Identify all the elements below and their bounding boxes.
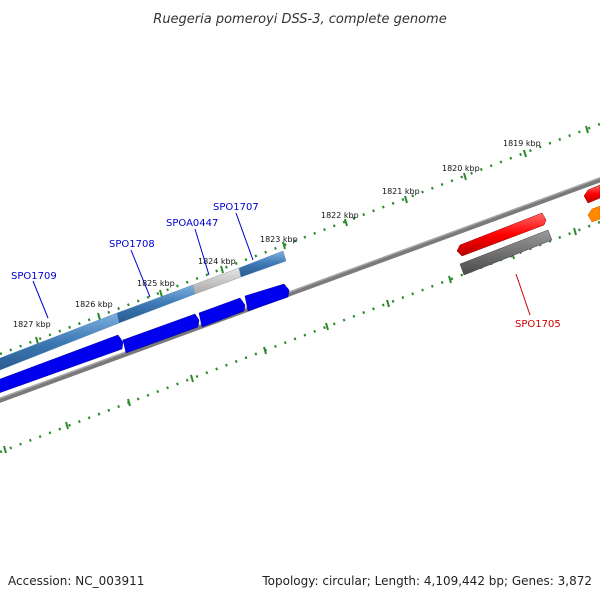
genome-backbone <box>0 177 600 403</box>
gene-label-spo1705[interactable]: SPO1705 <box>515 319 561 330</box>
tick-label: 1822 kbp <box>321 211 359 220</box>
cds-arrow[interactable] <box>122 313 200 354</box>
outer-major-ticks <box>35 125 589 345</box>
cds-arrow[interactable] <box>0 334 124 393</box>
tick-label: 1819 kbp <box>503 139 541 148</box>
highlight-features <box>456 184 600 276</box>
genome-backbone-highlight <box>0 177 600 399</box>
cds-arrow[interactable] <box>244 283 290 312</box>
outer-tick-ring <box>0 122 600 356</box>
cds-arrow-red-partial[interactable] <box>583 184 600 204</box>
cds-arrow-orange-partial[interactable] <box>587 205 600 223</box>
tick-label: 1823 kbp <box>260 235 298 244</box>
tick-label: 1826 kbp <box>75 300 113 309</box>
map-title: Ruegeria pomeroyi DSS-3, complete genome <box>153 12 446 27</box>
cog-bar-gray <box>459 229 553 276</box>
genome-summary-text: Topology: circular; Length: 4,109,442 bp… <box>262 574 592 588</box>
gene-label-spo1707[interactable]: SPO1707 <box>213 202 259 213</box>
tick-label: 1825 kbp <box>137 279 175 288</box>
gene-leader-red <box>515 273 531 316</box>
gene-label-spoa0447[interactable]: SPOA0447 <box>166 218 218 229</box>
tick-label: 1824 kbp <box>198 257 236 266</box>
tick-label: 1820 kbp <box>442 164 480 173</box>
cds-arrow[interactable] <box>198 297 246 328</box>
gene-label-spo1709[interactable]: SPO1709 <box>11 271 57 282</box>
cog-track <box>0 250 287 371</box>
tick-label: 1827 kbp <box>13 320 51 329</box>
accession-text: Accession: NC_003911 <box>8 574 145 588</box>
cds-arrow-red[interactable] <box>456 212 547 257</box>
tick-label: 1821 kbp <box>382 187 420 196</box>
gene-leaders <box>32 212 254 319</box>
forward-cds-track <box>0 283 290 393</box>
gene-label-spo1708[interactable]: SPO1708 <box>109 239 155 250</box>
